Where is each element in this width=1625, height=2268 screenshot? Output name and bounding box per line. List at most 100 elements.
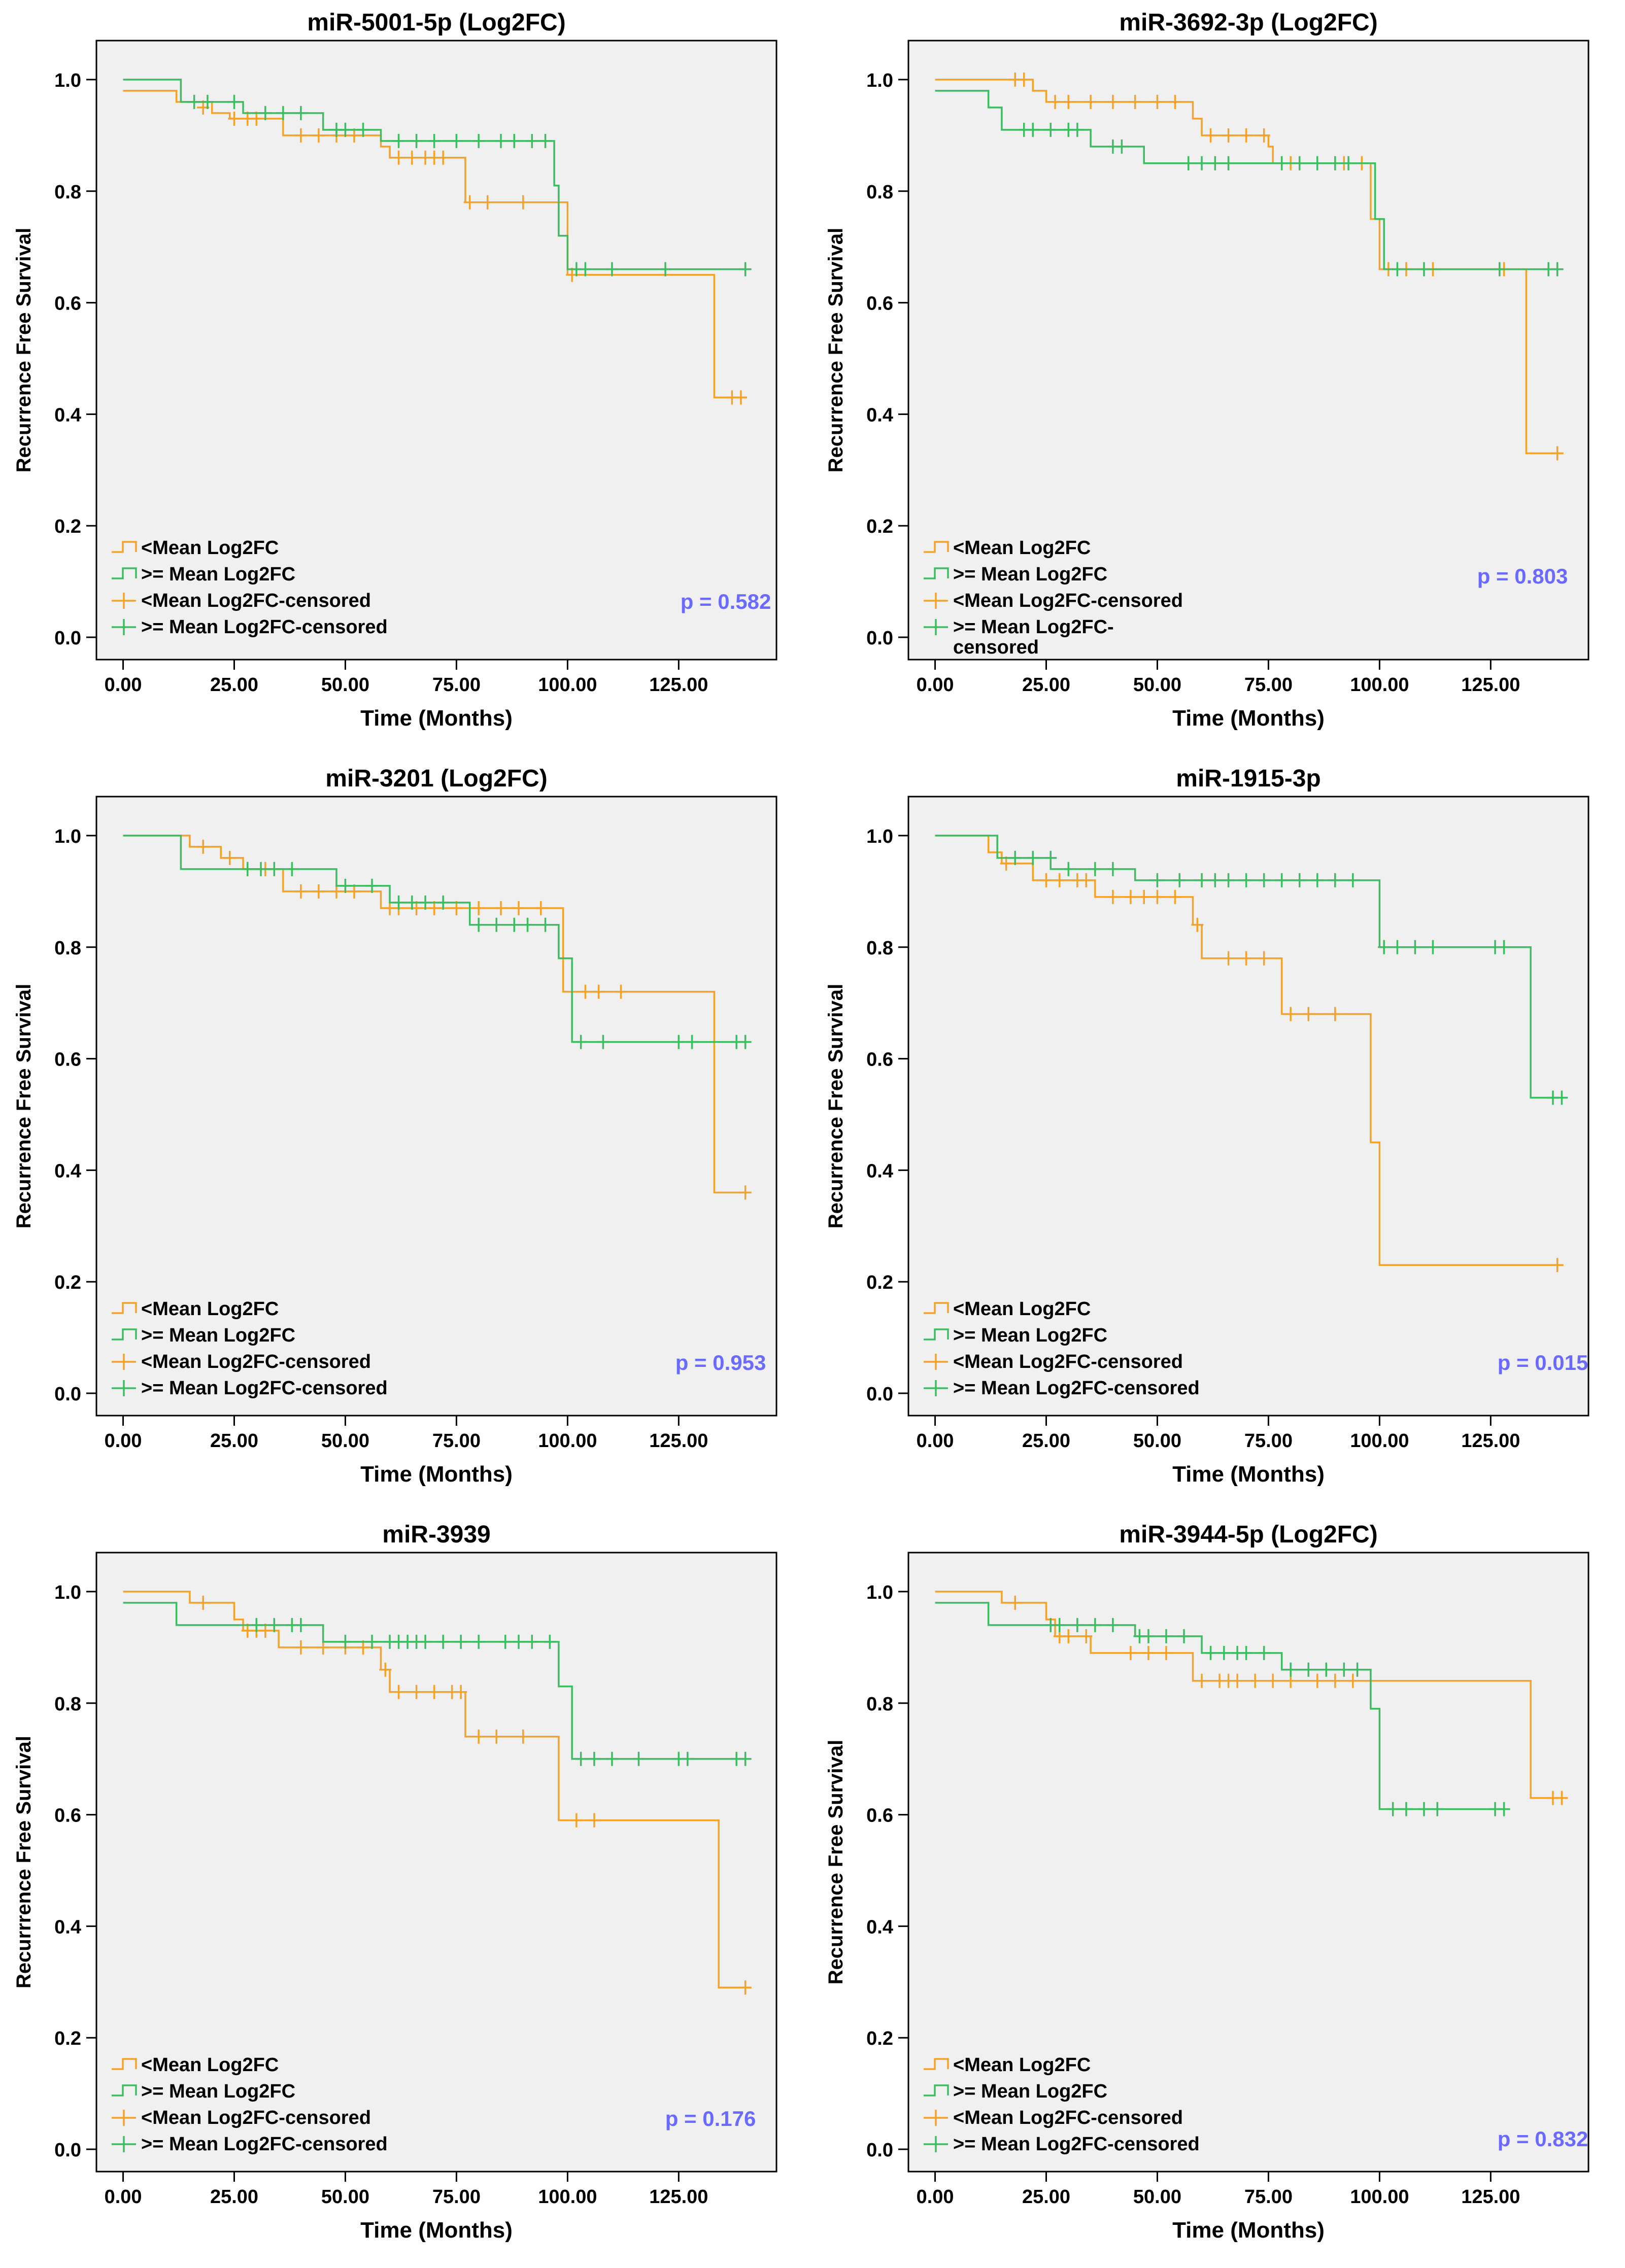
censor-mark	[588, 1751, 600, 1766]
legend-swatch-line	[112, 2058, 137, 2070]
legend-swatch-censor	[112, 2110, 136, 2126]
y-tick-label: 0.8	[866, 938, 893, 959]
y-axis-label: Recurrence Free Survival	[825, 984, 847, 1228]
plot-area	[95, 40, 777, 661]
censor-mark	[513, 1634, 525, 1649]
censor-mark	[428, 1685, 441, 1699]
p-value: p = 0.953	[675, 1351, 766, 1374]
censor-mark	[405, 895, 418, 910]
x-axis-label: Time (Months)	[1172, 706, 1325, 731]
censor-mark	[1329, 1673, 1341, 1688]
censor-mark	[1106, 1618, 1119, 1632]
censor-mark	[739, 1185, 752, 1200]
censor-mark	[1231, 1673, 1244, 1688]
censor-mark	[1409, 940, 1421, 954]
censor-mark	[1124, 1645, 1137, 1660]
y-tick-label: 0.6	[54, 1049, 81, 1071]
y-tick-label: 0.2	[54, 1272, 81, 1293]
censor-mark	[1342, 156, 1355, 170]
km-chart-svg: miR-5001-5p (Log2FC) 0.0 0.2 0.4 0.6 0.8 1.0 0.…	[13, 9, 777, 731]
censor-mark	[1160, 1629, 1172, 1643]
censor-mark	[339, 878, 352, 893]
legend-label: <Mean Log2FC	[953, 1298, 1091, 1320]
censor-mark	[570, 1813, 583, 1828]
censor-mark	[1258, 1645, 1270, 1660]
censor-mark	[1071, 1618, 1084, 1632]
censor-mark	[574, 1035, 587, 1049]
censor-mark	[499, 1634, 512, 1649]
censor-mark	[672, 1035, 685, 1049]
censor-mark	[1151, 889, 1164, 904]
censor-mark	[739, 1751, 752, 1766]
censor-mark	[286, 862, 298, 876]
censor-mark	[1417, 1802, 1430, 1816]
censor-mark	[1329, 156, 1341, 170]
y-tick-label: 1.0	[54, 826, 81, 847]
censor-mark	[1386, 1802, 1399, 1816]
censor-mark	[1178, 1629, 1191, 1643]
censor-mark	[494, 133, 507, 148]
x-tick-label: 125.00	[1461, 1430, 1520, 1452]
censor-mark	[1160, 1645, 1172, 1660]
censor-mark	[472, 1634, 485, 1649]
censor-mark	[739, 1980, 752, 1995]
legend-label: >= Mean Log2FC-censored	[953, 2134, 1200, 2155]
legend-swatch-censor	[924, 1354, 948, 1370]
censor-mark	[1040, 873, 1053, 887]
censor-mark	[201, 94, 214, 109]
censor-mark	[268, 1618, 281, 1632]
legend-label: >= Mean Log2FC	[953, 2081, 1107, 2102]
censor-mark	[513, 901, 525, 915]
censor-mark	[455, 1634, 467, 1649]
censor-mark	[1049, 94, 1062, 109]
legend-swatch-line	[112, 2084, 137, 2097]
censor-mark	[539, 133, 552, 148]
x-tick-label: 75.00	[1244, 1430, 1293, 1452]
censor-mark	[1142, 1629, 1155, 1643]
censor-mark	[366, 1634, 379, 1649]
y-tick-label: 1.0	[866, 70, 893, 91]
censor-mark	[428, 133, 441, 148]
censor-mark	[1431, 1802, 1444, 1816]
censor-mark	[574, 1751, 587, 1766]
censor-mark	[1293, 873, 1306, 887]
legend-swatch-line	[924, 1302, 949, 1314]
censor-mark	[1329, 1007, 1341, 1021]
censor-mark	[188, 94, 200, 109]
censor-mark	[1400, 1802, 1412, 1816]
censor-mark	[472, 901, 485, 915]
y-tick-label: 0.2	[54, 2028, 81, 2049]
censor-mark	[410, 1685, 423, 1699]
x-tick-label: 125.00	[1461, 2186, 1520, 2208]
x-tick-label: 75.00	[432, 2186, 481, 2208]
legend-swatch-censor	[924, 1380, 948, 1396]
censor-mark	[1151, 94, 1164, 109]
legend-label-line: >= Mean Log2FC-	[953, 616, 1114, 638]
y-axis-label: Recurrence Free Survival	[825, 1740, 847, 1984]
censor-mark	[1302, 1007, 1315, 1021]
censor-mark	[1222, 128, 1235, 143]
censor-mark	[1391, 262, 1404, 277]
censor-mark	[1089, 1618, 1101, 1632]
chart-title: miR-3201 (Log2FC)	[325, 765, 547, 792]
censor-mark	[312, 128, 325, 143]
censor-mark	[463, 195, 476, 210]
censor-mark	[268, 862, 281, 876]
censor-mark	[579, 262, 592, 277]
censor-mark	[1284, 1662, 1297, 1677]
censor-mark	[1044, 850, 1057, 865]
y-tick-label: 0.6	[54, 293, 81, 315]
censor-mark	[1551, 446, 1564, 461]
censor-mark	[526, 133, 538, 148]
legend-swatch-line	[112, 567, 137, 579]
censor-mark	[1311, 873, 1324, 887]
censor-mark	[686, 1035, 698, 1049]
censor-mark	[592, 984, 605, 999]
x-tick-label: 100.00	[538, 1430, 597, 1452]
censor-mark	[615, 984, 627, 999]
km-chart-svg: miR-3692-3p (Log2FC) 0.0 0.2 0.4 0.6 0.8 1.0 0.…	[825, 9, 1589, 731]
legend-label: <Mean Log2FC	[953, 537, 1091, 559]
y-tick-label: 0.4	[866, 1160, 893, 1182]
x-tick-label: 75.00	[1244, 2186, 1293, 2208]
censor-mark	[1027, 850, 1039, 865]
